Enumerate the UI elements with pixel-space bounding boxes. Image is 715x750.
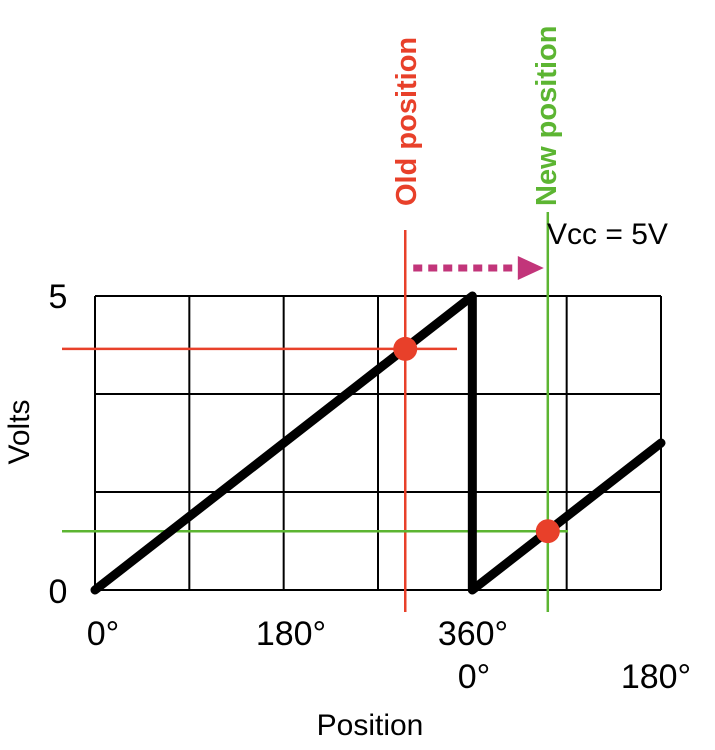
shift-arrow — [413, 256, 544, 280]
signal-ramp-2 — [467, 438, 666, 595]
y-tick-label-5: 5 — [49, 278, 68, 316]
tick-labels: 5 0 0° 180° 360° 0° 180° — [49, 278, 692, 696]
grid — [94, 295, 662, 591]
y-axis-label: Volts — [3, 399, 36, 464]
old-position-label: Old position — [391, 37, 423, 206]
x-tick-label-360-deg: 360° — [438, 615, 508, 653]
marker-dots — [393, 336, 560, 544]
x-tick-label-second-0-deg: 0° — [458, 658, 491, 696]
x-tick-label-180-deg: 180° — [256, 615, 326, 653]
old-position-dot — [393, 336, 418, 361]
shift-arrow-head — [517, 256, 544, 280]
x-tick-label-0-deg: 0° — [87, 615, 120, 653]
new-position-dot — [535, 519, 560, 544]
marker-lines — [62, 212, 568, 612]
x-axis-label: Position — [317, 709, 424, 742]
vcc-label: Vcc = 5V — [547, 218, 668, 251]
new-position-label: New position — [531, 26, 563, 206]
y-tick-label-0: 0 — [49, 573, 68, 611]
x-tick-label-second-180-deg: 180° — [621, 658, 691, 696]
